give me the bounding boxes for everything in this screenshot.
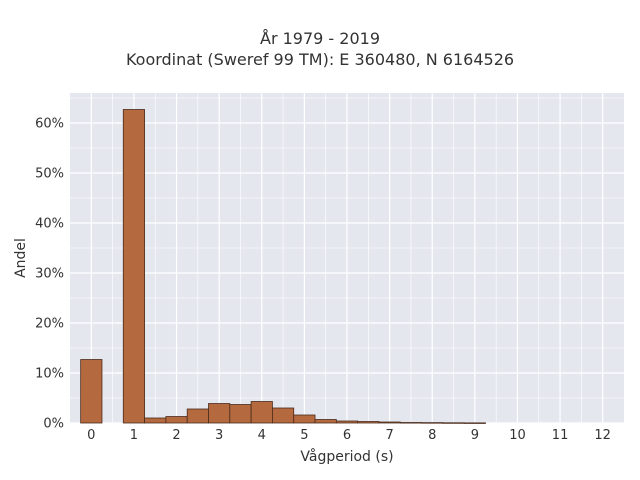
y-axis-label: Andel [13,238,29,278]
y-tick-label: 20% [35,317,64,332]
x-tick-label: 6 [343,428,351,443]
histogram-bar [421,422,444,424]
y-tick-label: 50% [35,167,64,182]
histogram-bar [272,407,295,424]
histogram-bar [186,408,209,424]
y-tick-label: 40% [35,217,64,232]
histogram-bar [165,416,188,424]
histogram-bar [399,422,422,424]
y-tick-label: 60% [35,117,64,132]
y-axis-ticks: 0% 10% 20% 30% 40% 50% 60% [35,117,64,432]
x-tick-label: 7 [385,428,393,443]
histogram-bar [208,403,231,424]
x-tick-label: 2 [172,428,180,443]
histogram-bar [442,422,465,424]
histogram-bar [250,401,273,424]
histogram-bar [122,109,145,424]
x-axis-label: Vågperiod (s) [300,448,393,465]
bars [80,109,486,424]
histogram-bar [357,421,380,424]
histogram-bar [314,419,337,424]
x-tick-label: 5 [300,428,308,443]
x-tick-label: 10 [509,428,526,443]
histogram-bar [335,420,359,424]
histogram-bar [80,359,103,424]
x-tick-label: 9 [471,428,479,443]
histogram-bar [378,421,401,424]
histogram-bar [229,404,252,424]
chart-subtitle: Koordinat (Sweref 99 TM): E 360480, N 61… [125,50,515,69]
x-tick-label: 8 [428,428,436,443]
x-tick-label: 12 [594,428,611,443]
x-tick-label: 11 [552,428,569,443]
x-tick-label: 3 [215,428,223,443]
x-tick-label: 4 [258,428,266,443]
histogram-bar [293,414,316,424]
x-tick-label: 0 [87,428,95,443]
y-tick-label: 30% [35,267,64,282]
y-tick-label: 10% [35,367,64,382]
x-tick-label: 1 [130,428,138,443]
histogram-bar [463,422,486,424]
chart-title: År 1979 - 2019 [260,29,380,48]
x-axis-ticks: 0 1 2 3 4 5 6 7 8 9 10 11 12 [87,428,611,443]
grid-lines [70,93,624,424]
histogram-bar [144,417,167,424]
y-tick-label: 0% [43,417,64,432]
